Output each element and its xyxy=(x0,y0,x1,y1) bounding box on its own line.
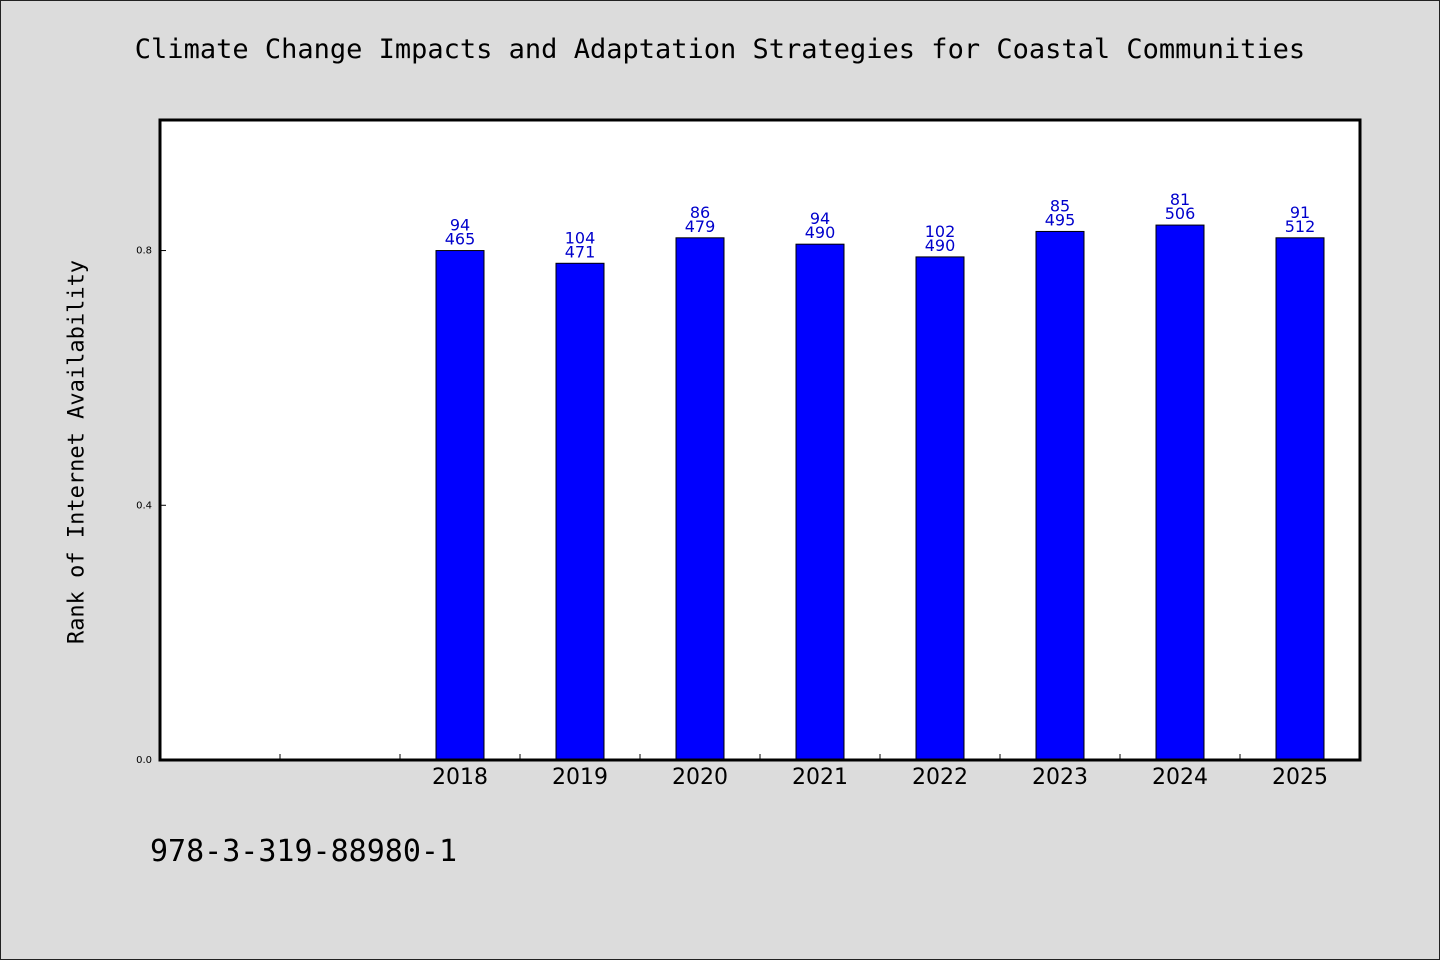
bar-label-top: 102 xyxy=(925,222,956,241)
bar-label-bottom: 490 xyxy=(925,236,956,255)
bar-2021 xyxy=(795,243,845,761)
bar-label-top: 94 xyxy=(810,209,830,228)
y-tick-label: 0.4 xyxy=(136,500,152,511)
x-tick-label: 2020 xyxy=(672,765,728,790)
bar-2022 xyxy=(915,256,965,761)
bar-2019 xyxy=(555,262,605,761)
bar-label-bottom: 465 xyxy=(445,230,476,249)
y-tick-label: 0.8 xyxy=(136,246,152,257)
bar-2025 xyxy=(1275,237,1325,761)
bar-label-top: 94 xyxy=(450,216,470,235)
bar-label-top: 85 xyxy=(1050,196,1070,215)
chart-title: Climate Change Impacts and Adaptation St… xyxy=(134,34,1306,65)
x-tick-label: 2022 xyxy=(912,765,968,790)
bar-2018 xyxy=(435,250,485,761)
y-tick-label: 0.0 xyxy=(136,755,152,766)
bar-label-top: 91 xyxy=(1290,203,1310,222)
x-tick-label: 2025 xyxy=(1272,765,1328,790)
bar-label-top: 81 xyxy=(1170,190,1190,209)
bar-label-top: 104 xyxy=(565,228,596,247)
bar-2023 xyxy=(1035,230,1085,761)
x-tick-label: 2021 xyxy=(792,765,848,790)
x-tick-label: 2018 xyxy=(432,765,488,790)
x-tick-label: 2019 xyxy=(552,765,608,790)
bar-label-bottom: 495 xyxy=(1045,210,1076,229)
bar-label-top: 86 xyxy=(690,203,710,222)
x-tick-label: 2023 xyxy=(1032,765,1088,790)
bar-2020 xyxy=(675,237,725,761)
x-tick-label: 2024 xyxy=(1152,765,1208,790)
plot-border xyxy=(158,118,1362,762)
bar-2024 xyxy=(1155,224,1205,761)
bar-label-bottom: 490 xyxy=(805,223,836,242)
bar-label-bottom: 506 xyxy=(1165,204,1196,223)
bar-label-bottom: 512 xyxy=(1285,217,1316,236)
footnote-isbn: 978-3-319-88980-1 xyxy=(150,834,458,869)
bar-label-bottom: 471 xyxy=(565,242,596,261)
bar-label-bottom: 479 xyxy=(685,217,716,236)
